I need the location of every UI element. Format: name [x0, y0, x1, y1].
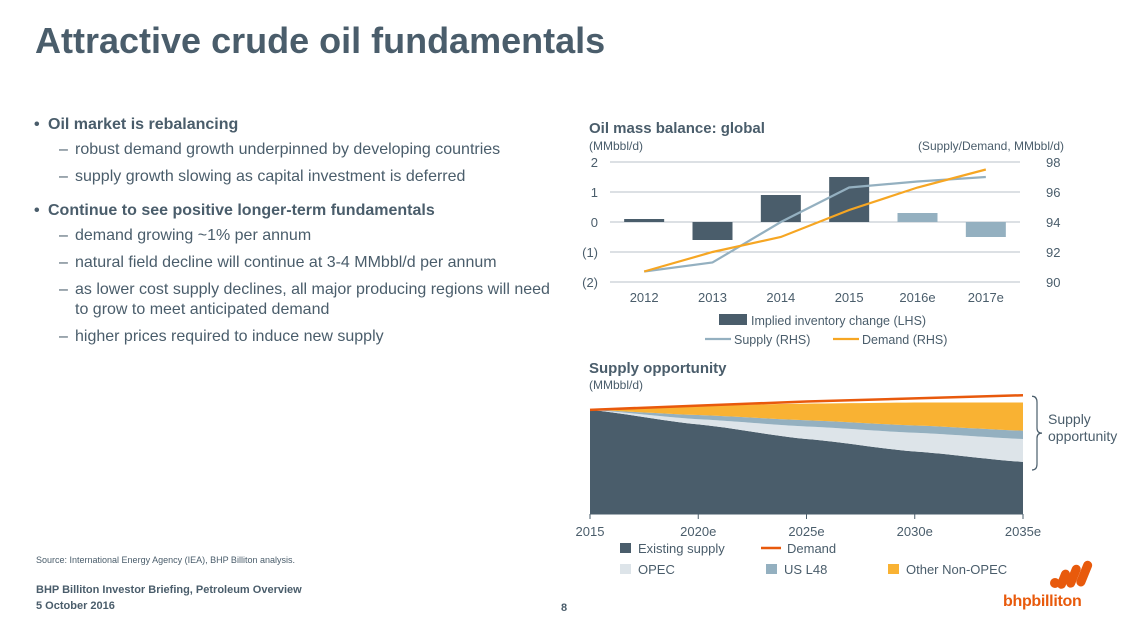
- legend-opec-swatch: [620, 564, 631, 574]
- x-tick-label: 2020e: [680, 524, 716, 539]
- footer: BHP Billiton Investor Briefing, Petroleu…: [36, 582, 302, 614]
- sub-bullet-text: robust demand growth underpinned by deve…: [75, 141, 501, 158]
- sub-bullet: – natural field decline will continue at …: [59, 253, 554, 273]
- x-tick-label: 2025e: [788, 524, 824, 539]
- bullet-text: Oil market is rebalancing: [48, 116, 239, 133]
- inventory-bar: [897, 213, 938, 222]
- bullet-symbol: •: [34, 116, 40, 133]
- x-tick-label: 2030e: [897, 524, 933, 539]
- sub-bullet-text: higher prices required to induce new sup…: [75, 328, 384, 345]
- x-tick-label: 2014: [766, 290, 795, 305]
- bullet-text: Continue to see positive longer-term fun…: [48, 202, 435, 219]
- legend-inventory-swatch: [719, 314, 747, 325]
- page-title: Attractive crude oil fundamentals: [35, 20, 606, 61]
- left-axis-unit: (MMbbl/d): [589, 139, 643, 153]
- page-number: 8: [561, 602, 568, 614]
- footer-title: BHP Billiton Investor Briefing, Petroleu…: [36, 584, 302, 596]
- dash-symbol: –: [59, 281, 68, 298]
- area-existing-supply: [590, 409, 1023, 514]
- dash-symbol: –: [59, 254, 68, 271]
- sub-bullet: – robust demand growth underpinned by dev…: [59, 140, 554, 160]
- chart-title: Oil mass balance: global: [589, 120, 765, 137]
- inventory-bar: [760, 195, 801, 222]
- bullet-list: • Oil market is rebalancing – robust deman…: [34, 116, 554, 354]
- area-us-l48: [590, 409, 1023, 439]
- sub-bullet-text: supply growth slowing as capital investm…: [75, 168, 466, 185]
- footer-date: 5 October 2016: [36, 600, 115, 612]
- annotation-text: opportunity: [1048, 428, 1117, 444]
- right-tick-label: 98: [1046, 155, 1060, 170]
- left-tick-label: (1): [582, 245, 598, 260]
- area-opec: [590, 409, 1023, 462]
- supply-line: [644, 175, 986, 273]
- bullet-item: • Continue to see positive longer-term fu…: [34, 202, 554, 220]
- logo-text: bhpbilliton: [1003, 593, 1082, 610]
- sub-bullet-text: as lower cost supply declines, all major…: [75, 281, 550, 318]
- dash-symbol: –: [59, 227, 68, 244]
- left-tick-label: 0: [591, 215, 598, 230]
- left-tick-label: 2: [591, 155, 598, 170]
- legend-existing-supply-swatch: [620, 543, 631, 553]
- legend-us-l48-swatch: [766, 564, 777, 574]
- oil-mass-balance-chart: Oil mass balance: global (MMbbl/d) (Supply…: [582, 120, 1064, 347]
- right-tick-label: 96: [1046, 185, 1060, 200]
- x-tick-label: 2015: [576, 524, 605, 539]
- company-logo: bhpbilliton: [1003, 560, 1095, 610]
- right-tick-label: 92: [1046, 245, 1060, 260]
- legend-supply-label: Supply (RHS): [734, 333, 810, 347]
- supply-opportunity-chart: Supply opportunity(MMbbl/d)2015 2020e 2025…: [576, 360, 1118, 577]
- left-tick-label: (2): [582, 275, 598, 290]
- demand-line: [643, 168, 987, 273]
- dash-symbol: –: [59, 168, 68, 185]
- sub-bullet-text: natural field decline will continue at 3…: [75, 254, 497, 271]
- legend-other-non-opec-swatch: [888, 564, 899, 574]
- bullet-symbol: •: [34, 202, 40, 219]
- demand-line: [589, 394, 1024, 412]
- source-note: Source: International Energy Agency (IEA…: [36, 555, 295, 565]
- inventory-bar: [692, 222, 733, 240]
- legend-other-non-opec-label: Other Non-OPEC: [906, 562, 1007, 577]
- supply-opportunity-bracket: [1031, 395, 1043, 471]
- legend-opec-label: OPEC: [638, 562, 675, 577]
- left-tick-label: 1: [591, 185, 598, 200]
- bullet-item: • Oil market is rebalancing: [34, 116, 554, 134]
- right-tick-label: 90: [1046, 275, 1060, 290]
- legend-inventory-label: Implied inventory change (LHS): [751, 314, 926, 328]
- legend-demand-label: Demand (RHS): [862, 333, 947, 347]
- dash-symbol: –: [59, 328, 68, 345]
- dash-symbol: –: [59, 141, 68, 158]
- inventory-bar: [624, 219, 665, 222]
- sub-bullet: – higher prices required to induce new su…: [59, 327, 554, 347]
- right-tick-label: 94: [1046, 215, 1060, 230]
- x-tick-label: 2013: [698, 290, 727, 305]
- x-tick-label: 2016e: [899, 290, 935, 305]
- chart-title: Supply opportunity: [589, 360, 727, 377]
- x-tick-label: 2015: [835, 290, 864, 305]
- x-tick-label: 2035e: [1005, 524, 1041, 539]
- y-axis-unit: (MMbbl/d): [589, 378, 643, 392]
- legend-existing-supply-label: Existing supply: [638, 541, 725, 556]
- sub-bullet: – demand growing ~1% per annum: [59, 226, 554, 246]
- legend-demand-label: Demand: [787, 541, 836, 556]
- inventory-bar: [965, 222, 1006, 237]
- sub-bullet: – as lower cost supply declines, all majo…: [59, 280, 554, 320]
- logo-mark-icon: [1050, 560, 1093, 589]
- x-tick-label: 2012: [630, 290, 659, 305]
- sub-bullet: – supply growth slowing as capital invest…: [59, 167, 554, 187]
- right-axis-unit: (Supply/Demand, MMbbl/d): [918, 139, 1064, 153]
- annotation-text: Supply: [1048, 411, 1091, 427]
- legend-us-l48-label: US L48: [784, 562, 827, 577]
- area-other-non-opec: [590, 402, 1023, 431]
- sub-bullet-text: demand growing ~1% per annum: [75, 227, 312, 244]
- x-tick-label: 2017e: [968, 290, 1004, 305]
